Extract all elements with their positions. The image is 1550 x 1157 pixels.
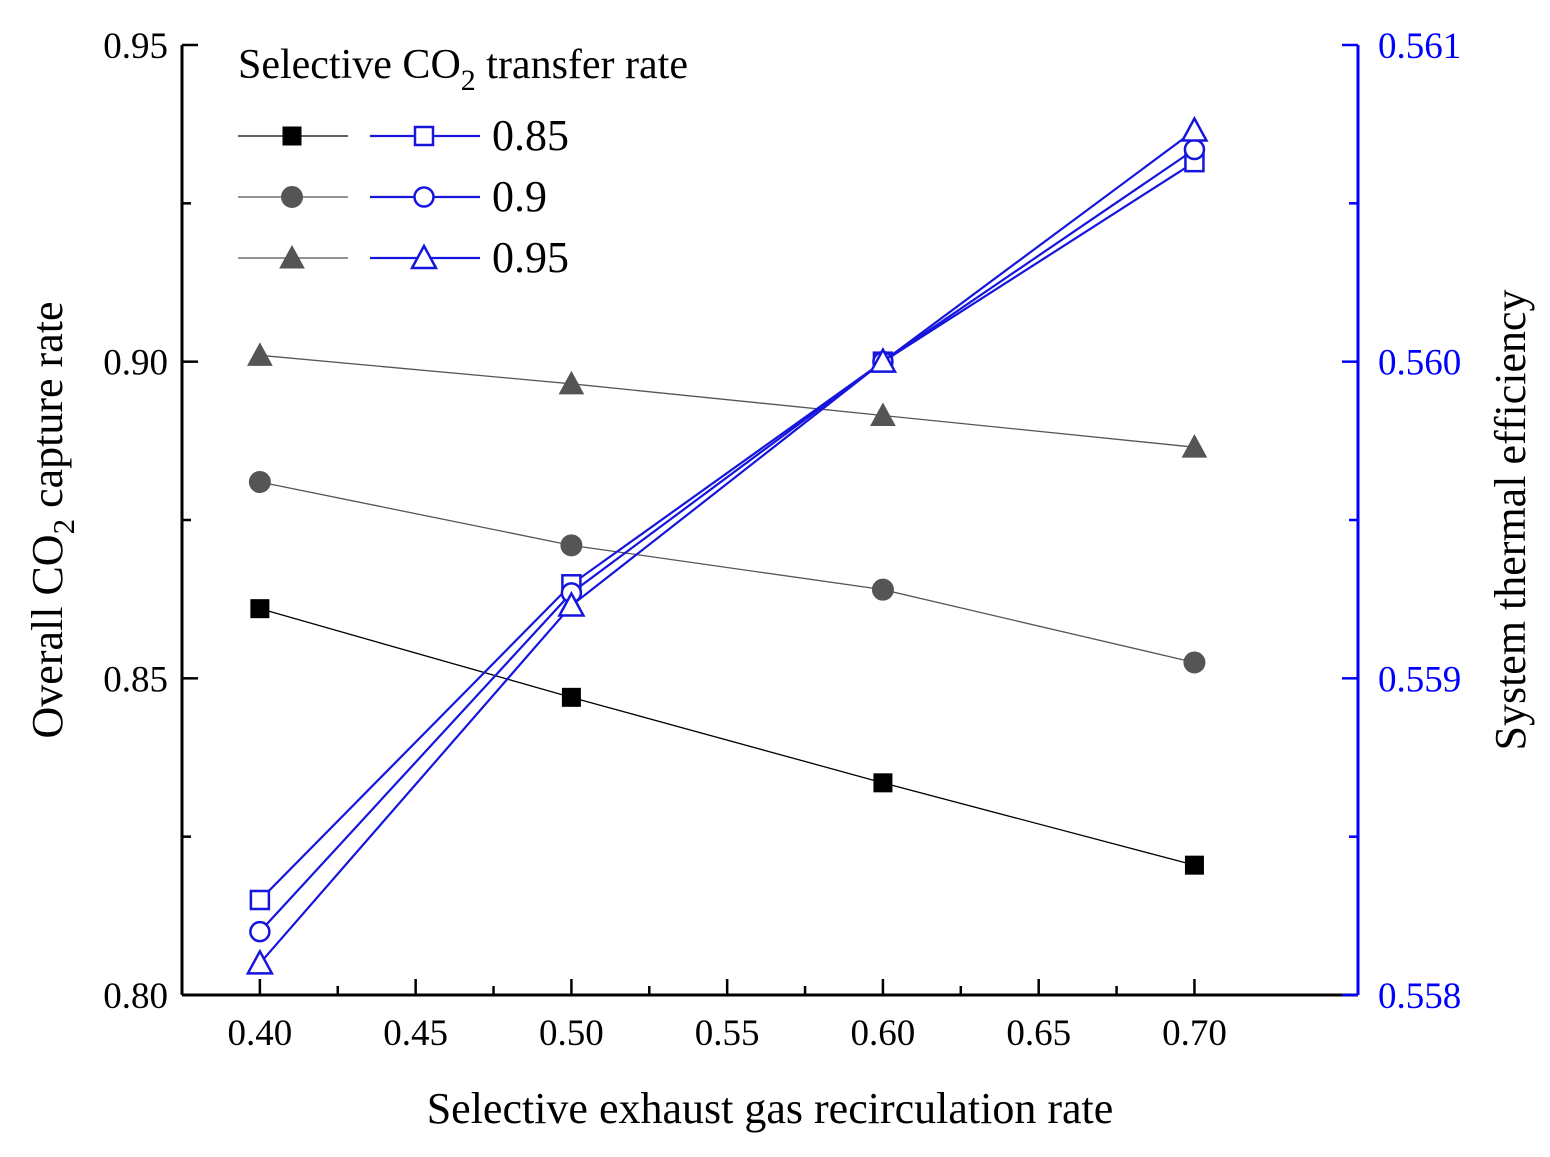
legend-label-0: 0.85: [492, 111, 569, 160]
data-point-0-1: [561, 687, 581, 707]
y-axis-right-title: System thermal efficiency: [1486, 289, 1535, 750]
legend-marker-right-2: [409, 243, 439, 270]
data-point-0-0: [250, 599, 270, 619]
legend-title: Selective CO2 transfer rate: [238, 42, 688, 97]
x-tick-label-3: 0.55: [695, 1013, 760, 1054]
series-line-1: [259, 481, 1195, 664]
series-line-4: [259, 148, 1196, 933]
data-point-3-0: [249, 889, 271, 911]
series-line-0: [259, 608, 1195, 866]
series-right-0_95: [245, 115, 1209, 975]
data-point-2-0: [247, 342, 273, 366]
plot-area: [245, 115, 1209, 975]
y-axis-left-title: Overall CO2 capture rate: [23, 302, 81, 739]
y-left-tick-label-3: 0.95: [103, 26, 168, 67]
data-point-0-2: [873, 773, 893, 793]
series-left-0_95: [247, 342, 1208, 458]
data-point-0-3: [1184, 855, 1204, 875]
legend-label-2: 0.95: [492, 233, 569, 282]
x-tick-label-4: 0.60: [851, 1013, 916, 1054]
legend-label-1: 0.9: [492, 172, 547, 221]
legend-marker-left-2: [279, 244, 305, 269]
series-right-0_85: [249, 151, 1205, 911]
data-point-1-0: [248, 471, 271, 493]
data-point-1-1: [560, 534, 583, 557]
series-left-0_9: [248, 471, 1206, 674]
legend-marker-left-0: [282, 126, 302, 146]
y-right-tick-label-1: 0.559: [1378, 659, 1461, 700]
data-point-2-2: [870, 402, 896, 426]
x-axis-title: Selective exhaust gas recirculation rate: [427, 1084, 1114, 1133]
y-right-tick-label-3: 0.561: [1378, 26, 1461, 67]
x-tick-label-0: 0.40: [228, 1013, 293, 1054]
data-point-5-1: [557, 590, 586, 617]
data-point-1-2: [871, 578, 894, 601]
series-line-3: [259, 161, 1196, 901]
y-right-tick-label-2: 0.560: [1378, 343, 1461, 384]
data-point-1-3: [1183, 651, 1206, 674]
y-right-tick-label-0: 0.558: [1378, 976, 1461, 1017]
legend-marks: [238, 125, 480, 270]
data-point-4-0: [249, 920, 271, 943]
x-tick-label-5: 0.65: [1006, 1013, 1071, 1054]
ticks: 0.80 0.85 0.90 0.95 0.558 0.559 0.560 0.561 0.40…: [103, 26, 1461, 1054]
data-point-5-0: [245, 948, 274, 975]
data-point-5-3: [1180, 115, 1209, 142]
series-right-0_9: [249, 138, 1206, 943]
series-left-0_85: [250, 599, 1204, 875]
data-point-4-3: [1183, 138, 1206, 161]
x-tick-label-1: 0.45: [383, 1013, 448, 1054]
y-left-tick-label-1: 0.85: [103, 659, 168, 700]
x-tick-label-2: 0.50: [539, 1013, 604, 1054]
legend-marker-right-0: [413, 125, 435, 147]
series-line-2: [259, 354, 1195, 448]
legend-marker-left-1: [281, 186, 303, 208]
data-point-2-3: [1181, 434, 1208, 458]
x-tick-label-6: 0.70: [1162, 1013, 1227, 1054]
y-left-tick-label-0: 0.80: [103, 976, 168, 1017]
legend: Selective CO2 transfer rate 0.85 0.9 0.9…: [238, 42, 688, 282]
legend-marker-right-1: [413, 186, 435, 208]
y-left-tick-label-2: 0.90: [103, 343, 168, 384]
data-point-2-1: [558, 370, 585, 395]
series-line-5: [259, 129, 1196, 965]
data-point-5-2: [868, 347, 898, 373]
